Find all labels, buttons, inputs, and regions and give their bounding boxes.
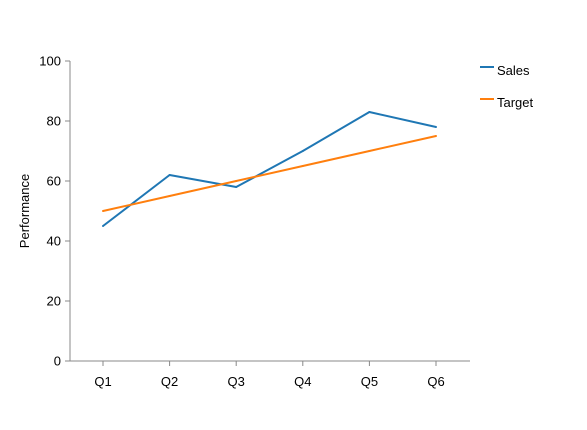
data-point-target: [102, 210, 104, 212]
data-point-target: [235, 180, 238, 182]
y-tick-label: 60: [47, 174, 61, 189]
data-point-target: [435, 135, 437, 137]
x-tick-label: Q5: [361, 374, 378, 389]
legend-label-target: Target: [497, 95, 534, 110]
series-line-sales: [102, 111, 437, 227]
y-tick-label: 20: [47, 294, 61, 309]
x-ticks: Q1 Q2 Q3 Q4 Q5 Q6: [94, 361, 445, 389]
x-tick-label: Q3: [228, 374, 245, 389]
y-tick-label: 0: [54, 354, 61, 369]
data-point-sales: [168, 174, 171, 176]
data-point-target: [368, 150, 371, 152]
x-tick-label: Q1: [94, 374, 111, 389]
x-tick-label: Q2: [161, 374, 178, 389]
legend: Sales Target: [480, 63, 534, 110]
legend-label-sales: Sales: [497, 63, 530, 78]
series-line-target: [102, 135, 437, 212]
x-tick-label: Q4: [294, 374, 311, 389]
data-point-target: [168, 195, 171, 197]
y-tick-label: 80: [47, 114, 61, 129]
y-tick-label: 40: [47, 234, 61, 249]
y-ticks: 0 20 40 60 80 100: [39, 54, 70, 369]
series-layer: [102, 111, 437, 227]
data-point-target: [301, 165, 304, 167]
x-tick-label: Q6: [427, 374, 444, 389]
data-point-sales: [301, 150, 304, 152]
axes: 0 20 40 60 80 100 Q1 Q2 Q3 Q4 Q5 Q6: [39, 54, 470, 389]
data-point-sales: [102, 225, 104, 227]
data-point-sales: [368, 111, 371, 113]
data-point-sales: [435, 126, 437, 128]
y-axis-label: Performance: [17, 174, 32, 248]
data-point-sales: [235, 186, 238, 188]
y-tick-label: 100: [39, 54, 61, 69]
